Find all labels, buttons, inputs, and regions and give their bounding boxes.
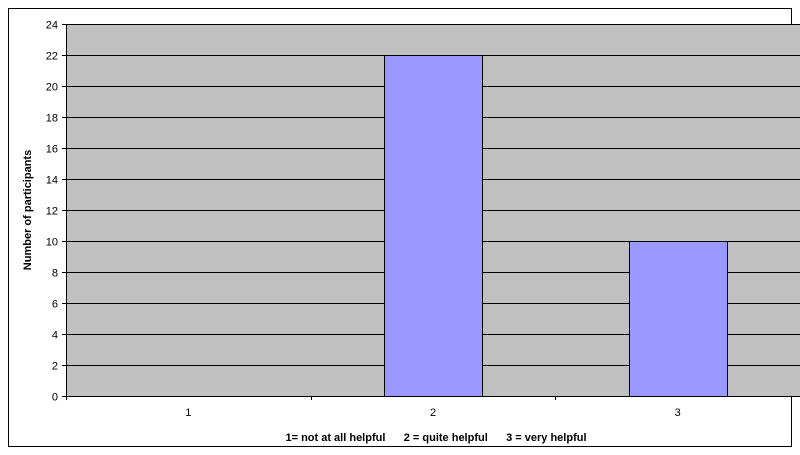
y-tick-label: 18 <box>46 113 58 125</box>
y-tick-label: 10 <box>46 237 58 249</box>
y-tick-label: 4 <box>52 330 58 342</box>
y-tick-label: 22 <box>46 51 58 63</box>
y-tick-label: 2 <box>52 361 58 373</box>
x-axis-title: 1= not at all helpful 2 = quite helpful … <box>285 432 586 444</box>
x-tick-label-1: 1 <box>185 407 191 419</box>
bar-3 <box>629 241 728 397</box>
bars <box>384 55 728 397</box>
y-tick-label: 16 <box>46 144 58 156</box>
y-tick-label: 24 <box>46 20 58 32</box>
y-tick-label: 8 <box>52 268 58 280</box>
x-tick-label-3: 3 <box>675 407 681 419</box>
y-tick-label: 20 <box>46 82 58 94</box>
y-axis-title: Number of participants <box>22 150 34 270</box>
axes <box>62 24 800 400</box>
y-tick-label: 12 <box>46 206 58 218</box>
y-tick-label: 6 <box>52 299 58 311</box>
y-tick-label: 0 <box>52 392 58 404</box>
bar-2 <box>384 55 483 397</box>
x-tick-label-2: 2 <box>430 407 436 419</box>
y-tick-label: 14 <box>46 175 58 187</box>
x-tick-labels: 1 2 3 <box>185 407 680 419</box>
